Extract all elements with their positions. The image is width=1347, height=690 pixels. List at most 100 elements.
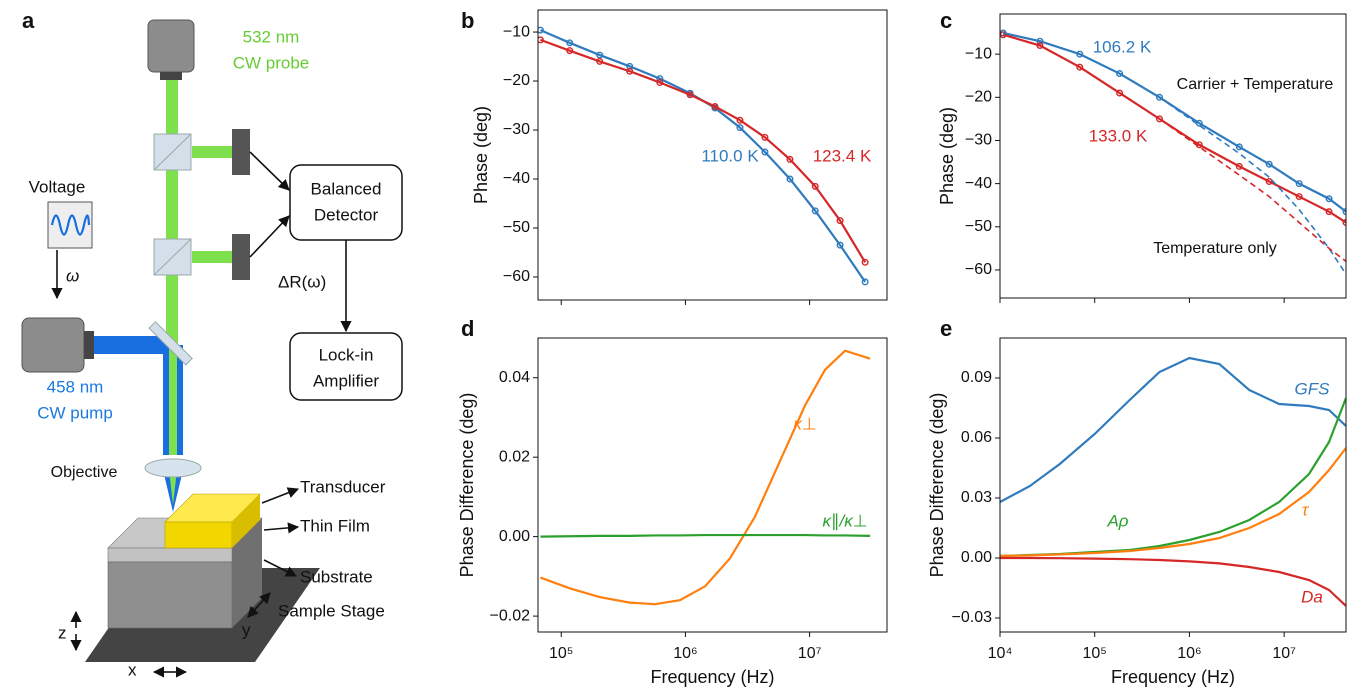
transducer	[232, 494, 260, 548]
series-line	[540, 349, 871, 606]
data-point	[711, 103, 719, 111]
series-line	[1000, 356, 1346, 503]
y-tick-label: 0.04	[499, 369, 530, 386]
data-point	[566, 39, 574, 47]
pump-wavelength: 458 nm	[47, 377, 104, 396]
data-point	[538, 36, 544, 44]
focused-beam	[169, 470, 177, 505]
data-point	[626, 67, 634, 75]
waveform	[50, 214, 91, 236]
series-line	[1002, 31, 1346, 213]
probe-laser	[147, 19, 195, 73]
arrow	[263, 559, 298, 577]
data-point	[1155, 93, 1163, 101]
series-line	[540, 38, 867, 263]
y-tick-label: 0.00	[499, 528, 530, 545]
series-label: 106.2 K	[1093, 37, 1152, 56]
panel-label: c	[940, 8, 952, 33]
chart-panel: c −10 −20 −30 −40 −50 −60 Phase (deg) 106.2 K 133…	[937, 8, 1347, 303]
data-point	[626, 62, 634, 70]
data-point	[1116, 70, 1124, 78]
transducer-label: Transducer	[300, 477, 386, 496]
data-point	[656, 78, 664, 86]
y-tick-label: −30	[965, 132, 992, 149]
arrow	[247, 604, 260, 618]
probe-beam	[192, 251, 232, 263]
y-tick-label: −10	[965, 45, 992, 62]
pump-beam	[94, 336, 170, 354]
x-tick-label: 10⁷	[798, 645, 822, 662]
waveform-box	[47, 201, 93, 249]
data-point	[1265, 177, 1273, 185]
data-point	[1295, 180, 1303, 188]
panel-label: a	[22, 8, 35, 33]
x-tick-label: 10⁵	[1082, 645, 1106, 662]
series-label: 110.0 K	[701, 146, 759, 165]
data-point	[596, 51, 604, 59]
y-tick-label: 0.06	[961, 429, 992, 446]
data-point	[1116, 89, 1124, 97]
y-tick-label: −30	[503, 121, 530, 138]
photodiode	[232, 234, 250, 280]
plot-frame	[537, 337, 888, 633]
y-tick-label: 0.02	[499, 448, 530, 465]
data-point	[1325, 195, 1333, 203]
data-point	[1235, 143, 1243, 151]
y-axis-label: Phase Difference (deg)	[457, 393, 477, 578]
x-tick-label: 10⁶	[673, 645, 697, 662]
objective-label: Objective	[51, 464, 118, 481]
series-label: Da	[1301, 587, 1323, 606]
series-label: 123.4 K	[813, 146, 872, 165]
plot-frame	[999, 337, 1347, 633]
data-point	[761, 148, 769, 156]
probe-beam	[166, 80, 178, 350]
data-point	[686, 91, 694, 99]
chart-panel: e 0.09 0.06 0.03 0.00 −0.03 10⁴ 10⁵ 10⁶ 10⁷ Phase …	[927, 316, 1347, 687]
y-tick-label: −20	[503, 72, 530, 89]
data-point	[736, 124, 744, 132]
series-label: 133.0 K	[1089, 126, 1148, 145]
data-point	[1325, 208, 1333, 216]
annotation: Carrier + Temperature	[1177, 76, 1334, 93]
arrow	[263, 522, 300, 534]
setup-diagram: a 532 nm CW probe Balanced Detector ΔR(ω…	[21, 8, 403, 679]
series-label: κ∥/κ⊥	[822, 511, 867, 530]
data-point	[786, 175, 794, 183]
laser-port	[160, 72, 182, 80]
y-tick-label: −50	[965, 218, 992, 235]
plot-frame	[537, 9, 888, 301]
series-label: GFS	[1295, 379, 1331, 398]
y-tick-label: −20	[965, 89, 992, 106]
amplifier-box	[289, 332, 403, 401]
series-line	[1000, 397, 1346, 558]
arrow	[249, 215, 290, 258]
y-tick-label: −60	[503, 268, 530, 285]
axis-label: z	[58, 623, 67, 642]
y-axis-label: Phase (deg)	[471, 106, 491, 204]
series-label: κ⊥	[793, 414, 816, 433]
data-point	[1235, 162, 1243, 170]
panel-label: e	[940, 316, 952, 341]
y-tick-label: −60	[965, 261, 992, 278]
x-tick-label: 10⁵	[549, 645, 573, 662]
substrate-label: Substrate	[300, 567, 373, 586]
series-line	[1000, 556, 1346, 607]
data-point	[1155, 115, 1163, 123]
annotation: Temperature only	[1153, 240, 1277, 257]
series-line	[1002, 33, 1346, 262]
x-axis-label: Frequency (Hz)	[1111, 667, 1235, 687]
pump-laser	[21, 317, 85, 373]
x-tick-label: 10⁶	[1177, 645, 1201, 662]
data-point	[566, 47, 574, 55]
probe-wavelength: 532 nm	[243, 27, 300, 46]
data-point	[538, 26, 544, 34]
panel-label: d	[461, 316, 474, 341]
arrow	[261, 487, 300, 504]
data-point	[836, 217, 844, 225]
x-tick-label: 10⁴	[988, 645, 1013, 662]
y-tick-label: −0.02	[490, 607, 531, 624]
axis-label: y	[242, 620, 251, 639]
data-point	[861, 258, 869, 266]
data-point	[861, 278, 869, 286]
